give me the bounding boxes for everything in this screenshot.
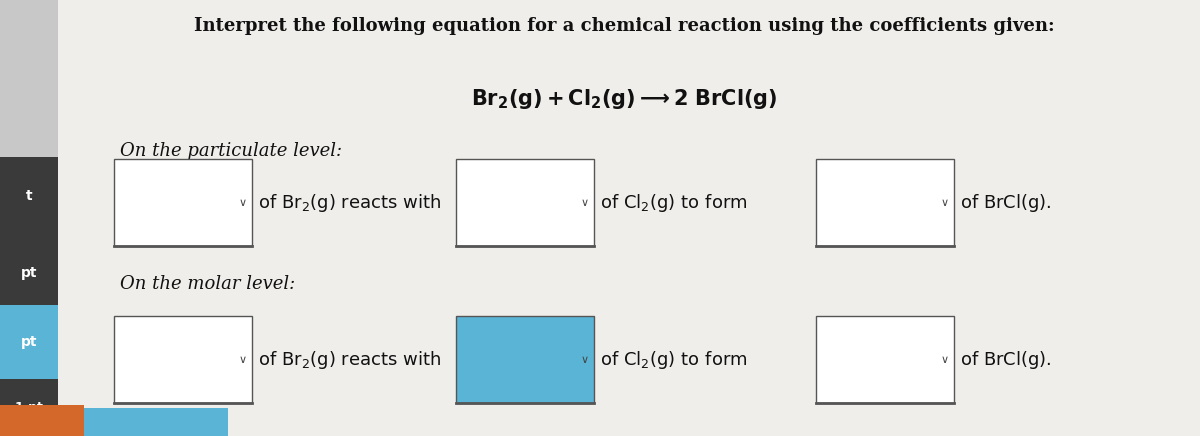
Text: On the molar level:: On the molar level: xyxy=(120,275,295,293)
Text: ∨: ∨ xyxy=(941,355,948,364)
Text: ∨: ∨ xyxy=(941,198,948,208)
Bar xyxy=(0,305,58,379)
Text: t: t xyxy=(25,189,32,203)
Text: $\mathregular{of\ BrCl(g).}$: $\mathregular{of\ BrCl(g).}$ xyxy=(960,349,1051,371)
Bar xyxy=(456,159,594,246)
Bar xyxy=(84,408,228,436)
Text: ∨: ∨ xyxy=(239,355,246,364)
Bar xyxy=(0,379,58,436)
Bar xyxy=(0,235,58,305)
Bar xyxy=(816,159,954,246)
Bar xyxy=(0,157,58,235)
Text: $\mathbf{Br_2(g) + Cl_2(g) \longrightarrow 2\ BrCl(g)}$: $\mathbf{Br_2(g) + Cl_2(g) \longrightarr… xyxy=(470,87,778,111)
Text: ∨: ∨ xyxy=(581,355,588,364)
Text: On the particulate level:: On the particulate level: xyxy=(120,142,342,160)
Text: $\mathregular{of\ BrCl(g).}$: $\mathregular{of\ BrCl(g).}$ xyxy=(960,192,1051,214)
Text: $\mathregular{of\ Br_2(g)\ reacts\ with}$: $\mathregular{of\ Br_2(g)\ reacts\ with}… xyxy=(258,349,442,371)
Text: 1 pt: 1 pt xyxy=(14,401,43,414)
Text: $\mathregular{of\ Br_2(g)\ reacts\ with}$: $\mathregular{of\ Br_2(g)\ reacts\ with}… xyxy=(258,192,442,214)
Text: pt: pt xyxy=(20,266,37,279)
Bar xyxy=(114,316,252,403)
Bar xyxy=(114,159,252,246)
Bar xyxy=(0,405,84,436)
Text: $\mathregular{of\ Cl_2(g)\ to\ form}$: $\mathregular{of\ Cl_2(g)\ to\ form}$ xyxy=(600,349,748,371)
Text: ∨: ∨ xyxy=(581,198,588,208)
Text: ∨: ∨ xyxy=(239,198,246,208)
Text: $\mathregular{of\ Cl_2(g)\ to\ form}$: $\mathregular{of\ Cl_2(g)\ to\ form}$ xyxy=(600,192,748,214)
Text: Interpret the following equation for a chemical reaction using the coefficients : Interpret the following equation for a c… xyxy=(193,17,1055,35)
Bar xyxy=(816,316,954,403)
Bar xyxy=(456,316,594,403)
Text: pt: pt xyxy=(20,335,37,349)
